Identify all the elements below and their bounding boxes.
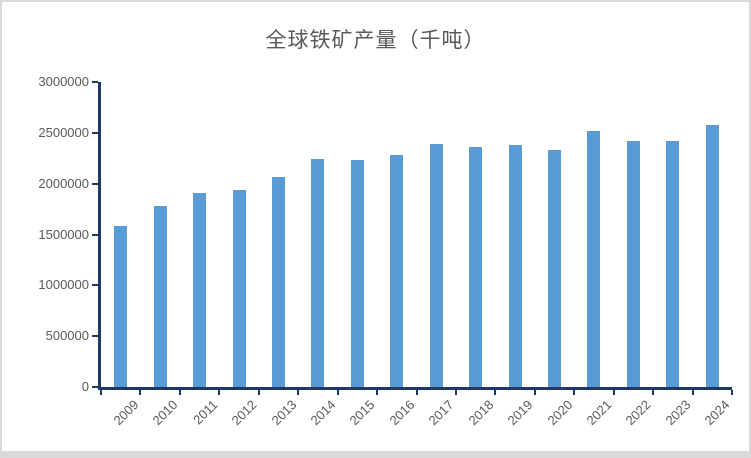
- bar-series: [101, 82, 732, 387]
- bar-2022: [626, 140, 640, 387]
- y-axis-label: 2000000: [38, 175, 89, 191]
- y-axis-label: 500000: [45, 328, 89, 344]
- bar-2024: [705, 124, 719, 387]
- x-axis-tick: [731, 390, 733, 395]
- bar-2016: [390, 155, 404, 387]
- x-axis-tick: [336, 390, 339, 395]
- x-axis-tick: [218, 390, 221, 395]
- bar-2014: [311, 159, 325, 387]
- bar-2013: [271, 176, 285, 387]
- frame-bottom-edge: [2, 451, 749, 456]
- y-axis-label: 0: [81, 379, 89, 394]
- bar-2015: [350, 160, 364, 387]
- bar-2020: [548, 150, 562, 387]
- y-axis-tick: [92, 386, 98, 388]
- y-axis-label: 1500000: [38, 226, 89, 242]
- y-axis-tick: [92, 131, 98, 134]
- bar-2023: [666, 140, 680, 387]
- x-axis-tick: [297, 390, 300, 395]
- x-axis-tick: [376, 390, 379, 395]
- x-axis-tick: [139, 390, 142, 395]
- x-axis-tick: [415, 390, 418, 395]
- x-axis-tick: [257, 390, 260, 395]
- x-axis-tick: [100, 390, 102, 395]
- y-axis-tick: [92, 81, 98, 83]
- bar-2011: [193, 192, 207, 387]
- bar-2012: [232, 189, 246, 387]
- bar-2021: [587, 130, 601, 387]
- x-axis-tick: [454, 390, 457, 395]
- y-axis-label: 2500000: [38, 124, 89, 140]
- chart-title: 全球铁矿产量（千吨）: [265, 29, 486, 52]
- bar-2010: [153, 206, 167, 387]
- bar-2009: [114, 226, 128, 387]
- y-axis-tick: [92, 335, 98, 338]
- plot-area: [98, 82, 732, 390]
- x-axis-tick: [494, 390, 497, 395]
- y-axis-tick: [92, 284, 98, 287]
- x-axis-tick: [691, 390, 694, 395]
- y-axis-tick: [92, 182, 98, 185]
- y-axis-label: 1000000: [38, 277, 89, 293]
- x-axis-tick: [573, 390, 576, 395]
- y-axis-label: 3000000: [38, 74, 89, 89]
- y-axis-tick: [92, 233, 98, 236]
- x-axis-tick: [612, 390, 615, 395]
- x-axis-tick: [178, 390, 181, 395]
- x-axis-tick: [652, 390, 655, 395]
- bar-2017: [429, 144, 443, 387]
- bar-2019: [508, 145, 522, 387]
- bar-2018: [469, 147, 483, 387]
- x-axis-tick: [533, 390, 536, 395]
